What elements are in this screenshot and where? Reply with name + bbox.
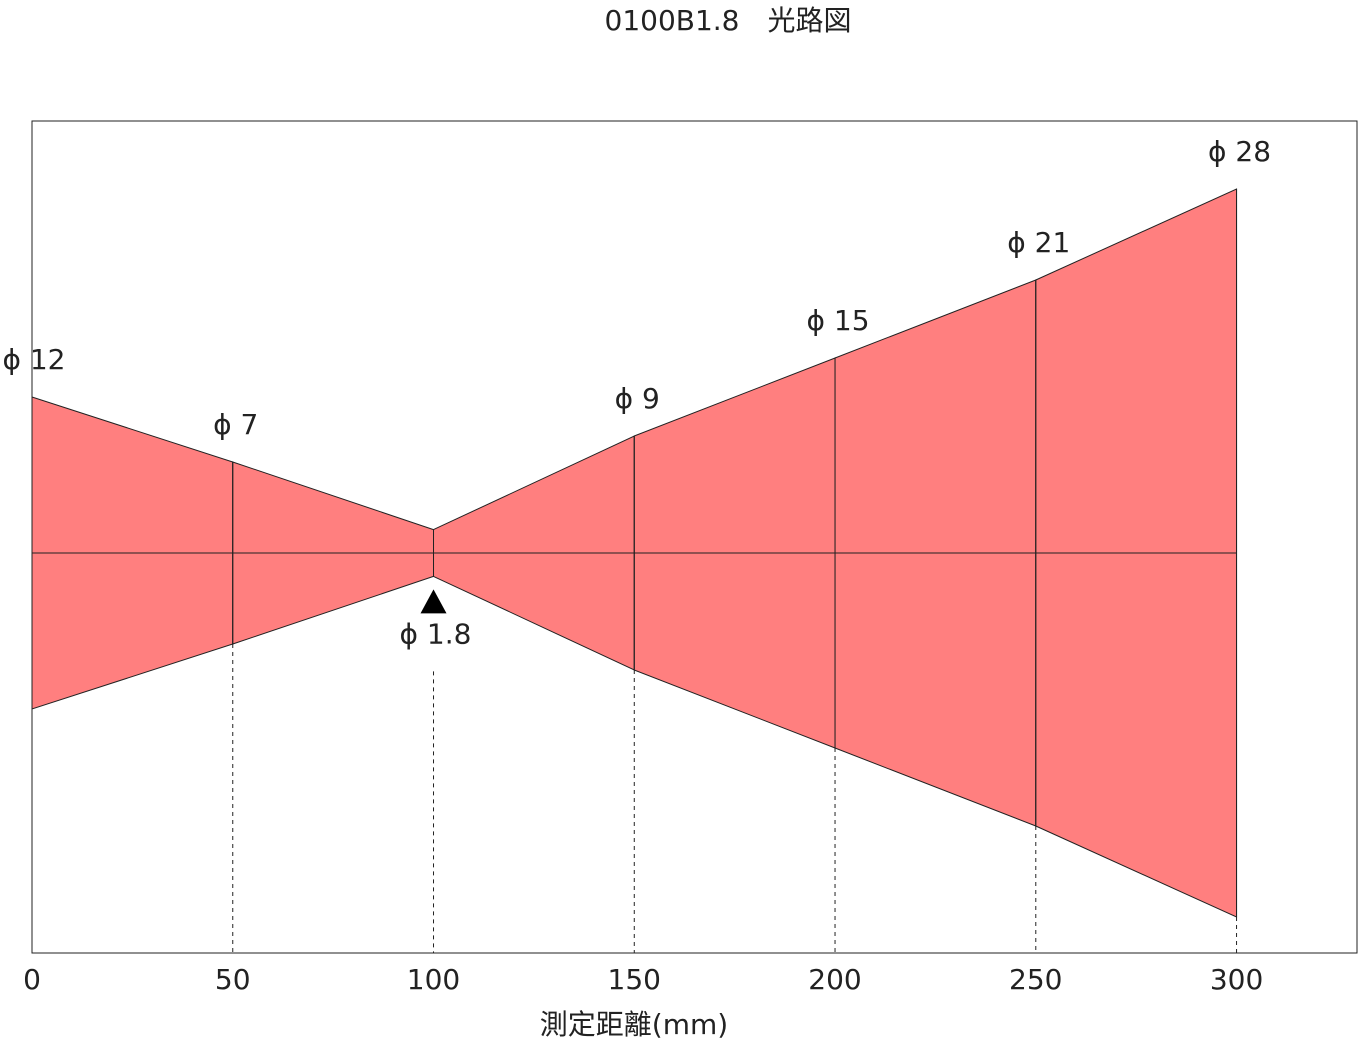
value-label: ϕ 7: [213, 408, 258, 441]
value-label: ϕ 1.8: [400, 617, 472, 650]
value-label: ϕ 12: [3, 343, 66, 376]
x-tick-label: 300: [1210, 963, 1263, 996]
x-tick-label: 100: [407, 963, 460, 996]
waist-marker: [420, 589, 447, 614]
x-tick-label: 150: [608, 963, 661, 996]
chart-title: 0100B1.8 光路図: [605, 4, 852, 37]
value-label: ϕ 15: [807, 304, 870, 337]
x-tick-label: 0: [23, 963, 41, 996]
value-label: ϕ 28: [1208, 135, 1271, 168]
value-label: ϕ 21: [1007, 226, 1070, 259]
x-tick-label: 200: [808, 963, 861, 996]
x-axis-label: 測定距離(mm): [540, 1008, 728, 1041]
x-tick-label: 250: [1009, 963, 1062, 996]
x-tick-label: 50: [215, 963, 251, 996]
value-label: ϕ 9: [615, 382, 660, 415]
